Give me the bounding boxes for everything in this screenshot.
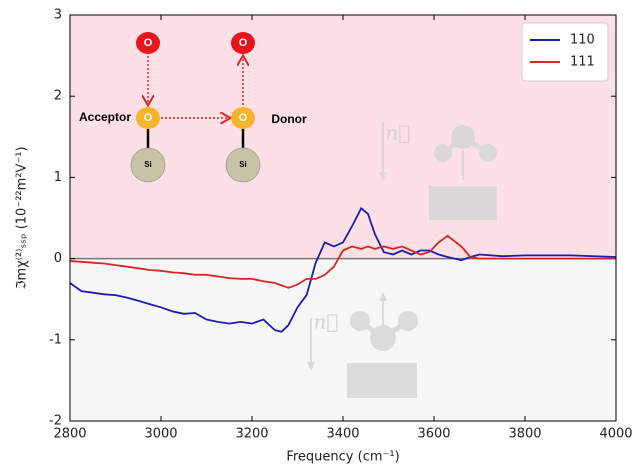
- legend-box: [521, 22, 609, 82]
- normal-vector-label: n⃗: [386, 121, 411, 145]
- series-line: [69, 234, 616, 289]
- x-tick-label: 3200: [235, 427, 268, 442]
- diagram-label: O: [239, 112, 248, 124]
- x-tick-label: 4000: [599, 427, 632, 442]
- y-axis-label: ℑmχ⁽²⁾ₛₛₚ (10⁻²²m²V⁻¹): [15, 146, 30, 289]
- x-tick-label: 3400: [326, 427, 359, 442]
- x-tick-label: 2800: [53, 427, 86, 442]
- legend-label: 110: [570, 33, 595, 48]
- y-tick-label: 2: [54, 89, 62, 104]
- y-tick-label: 0: [54, 251, 62, 266]
- diagram-label: Donor: [271, 112, 307, 126]
- y-tick-label: 1: [54, 170, 62, 185]
- region-below: [70, 258, 616, 421]
- x-tick-label: 3800: [508, 427, 541, 442]
- plot-frame: [69, 14, 617, 422]
- diagram-label: O: [239, 37, 248, 49]
- legend-label: 111: [570, 55, 595, 70]
- y-tick-label: -1: [49, 332, 62, 347]
- diagram-label: Acceptor: [79, 110, 131, 124]
- x-axis-label: Frequency (cm⁻¹): [286, 450, 399, 465]
- y-tick-label: 3: [54, 8, 62, 23]
- faded-icons: n⃗ n⃗: [307, 121, 497, 398]
- diagram-label: O: [144, 37, 153, 49]
- diagram-label: O: [144, 112, 153, 124]
- diagram-label: Si: [144, 160, 152, 169]
- y-tick-label: -2: [49, 414, 62, 429]
- x-tick-label: 3600: [417, 427, 450, 442]
- diagram-label: Si: [239, 160, 247, 169]
- x-tick-label: 3000: [144, 427, 177, 442]
- normal-vector-label: n⃗: [314, 310, 339, 334]
- molecule-diagram: O O O O Si Si Acceptor Donor: [79, 32, 307, 183]
